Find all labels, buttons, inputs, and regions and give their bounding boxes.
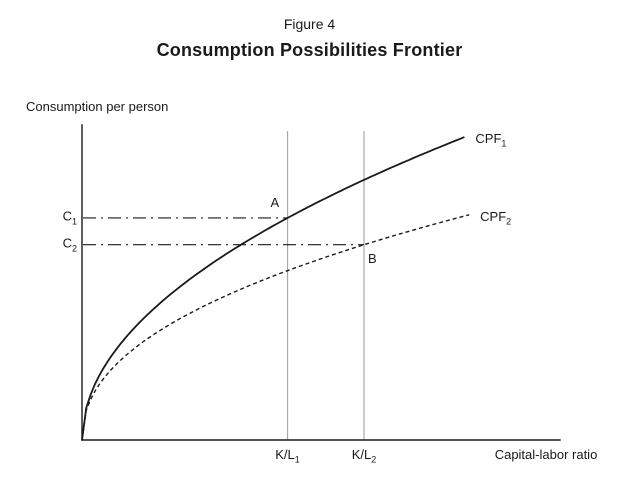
kl2-label-sub: 2 [371,454,377,465]
point-a-label: A [270,194,280,210]
figure-title: Consumption Possibilities Frontier [156,40,463,60]
kl1-label-base: K/L [275,447,295,462]
c2-label-sub: 2 [71,242,77,253]
cpf2-curve-label: CPF2 [480,210,511,227]
cpf1-curve-label: CPF1 [475,132,506,149]
cpf2-label-sub: 2 [506,216,512,227]
cpf1-label-base: CPF [475,131,502,147]
figure-number: Figure 4 [283,16,336,32]
cpf1-curve [81,136,465,441]
x-axis-label: Capital-labor ratio [494,447,598,462]
kl2-label-base: K/L [351,447,372,462]
c1-label-sub: 1 [71,216,77,227]
kl2-tick-label: K/L2 [352,448,377,465]
cpf1-label-sub: 1 [501,138,507,149]
kl1-tick-label: K/L1 [275,448,300,465]
point-b-label: B [368,250,377,266]
c2-label: C2 [63,236,77,253]
c1-label-base: C [62,208,72,224]
y-axis-label: Consumption per person [26,99,169,114]
kl1-label-sub: 1 [294,454,300,465]
c1-label: C1 [63,210,77,227]
cpf2-curve [81,214,470,441]
cpf2-label-base: CPF [480,208,507,224]
c2-label-base: C [62,235,72,251]
